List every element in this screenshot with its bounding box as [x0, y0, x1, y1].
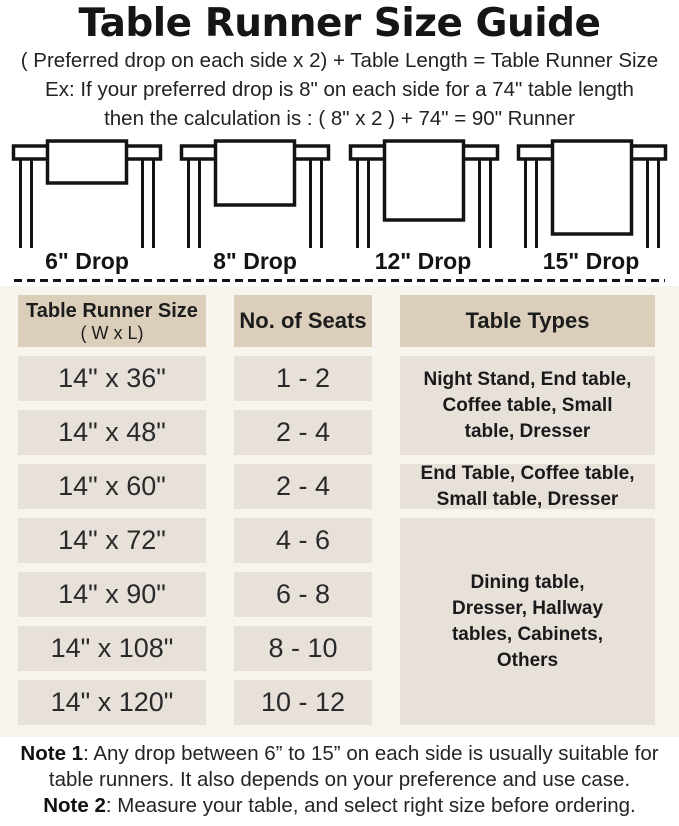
table-runner-illustration-15in: [508, 138, 676, 248]
drop-labels-row: 6" Drop 8" Drop 12" Drop 15" Drop: [0, 248, 679, 275]
table-row-seats: 8 - 10: [234, 626, 372, 671]
drop-illustrations: [0, 133, 679, 248]
table-row-size: 14" x 90": [18, 572, 206, 617]
table-row-size: 14" x 108": [18, 626, 206, 671]
table-types-group-medium-text: End Table, Coffee table, Small table, Dr…: [420, 462, 635, 510]
table-types-group-small-text: Night Stand, End table, Coffee table, Sm…: [423, 368, 632, 442]
table-row-size: 14" x 72": [18, 518, 206, 563]
table-12in-drop-icon: [348, 139, 499, 248]
note-1-text: : Any drop between 6” to 15” on each sid…: [48, 742, 659, 791]
table-row-seats: 10 - 12: [234, 680, 372, 725]
note-1: Note 1: Any drop between 6” to 15” on ea…: [0, 741, 679, 793]
table-runner-illustration-6in: [3, 138, 171, 248]
table-8in-drop-icon: [180, 139, 331, 248]
drop-label-12in: 12" Drop: [374, 248, 472, 274]
table-row-seats: 2 - 4: [234, 410, 372, 455]
table-row-seats: 2 - 4: [234, 464, 372, 509]
drop-label-8in: 8" Drop: [213, 248, 297, 274]
note-2-label: Note 2: [43, 794, 106, 817]
table-6in-drop-icon: [11, 139, 163, 248]
size-guide-table: Table Runner Size ( W x L) No. of Seats …: [0, 286, 679, 737]
table-types-group-large-text: Dining table, Dresser, Hallway tables, C…: [451, 571, 604, 671]
example-line-1: Ex: If your preferred drop is 8" on each…: [45, 78, 634, 101]
formula-text: ( Preferred drop on each side x 2) + Tab…: [20, 49, 659, 72]
example-line-2: then the calculation is : ( 8" x 2 ) + 7…: [104, 107, 575, 130]
drop-label-15in: 15" Drop: [542, 248, 640, 274]
header-seats: No. of Seats: [234, 295, 372, 347]
note-2-text: : Measure your table, and select right s…: [105, 794, 636, 817]
header-runner-size-title: Table Runner Size: [26, 299, 198, 322]
table-row-size: 14" x 48": [18, 410, 206, 455]
table-types-group-small: Night Stand, End table, Coffee table, Sm…: [400, 356, 655, 455]
table-runner-illustration-12in: [340, 138, 508, 248]
table-row-size: 14" x 120": [18, 680, 206, 725]
note-1-label: Note 1: [20, 742, 84, 765]
table-15in-drop-icon: [516, 139, 668, 248]
table-row-size: 14" x 60": [18, 464, 206, 509]
table-runner-illustration-8in: [171, 138, 339, 248]
note-2: Note 2: Measure your table, and select r…: [0, 793, 679, 819]
header-table-types: Table Types: [400, 295, 655, 347]
table-row-seats: 6 - 8: [234, 572, 372, 617]
table-types-group-large: Dining table, Dresser, Hallway tables, C…: [400, 518, 655, 725]
table-types-group-medium: End Table, Coffee table, Small table, Dr…: [400, 463, 655, 510]
table-row-size: 14" x 36": [18, 356, 206, 401]
page-title: Table Runner Size Guide: [78, 1, 602, 46]
header-runner-size: Table Runner Size ( W x L): [18, 295, 206, 347]
table-row-seats: 1 - 2: [234, 356, 372, 401]
header-runner-size-sub: ( W x L): [80, 322, 144, 343]
dashed-divider: [14, 279, 665, 282]
notes-section: Note 1: Any drop between 6” to 15” on ea…: [0, 741, 679, 819]
drop-label-6in: 6" Drop: [45, 248, 129, 274]
table-row-seats: 4 - 6: [234, 518, 372, 563]
